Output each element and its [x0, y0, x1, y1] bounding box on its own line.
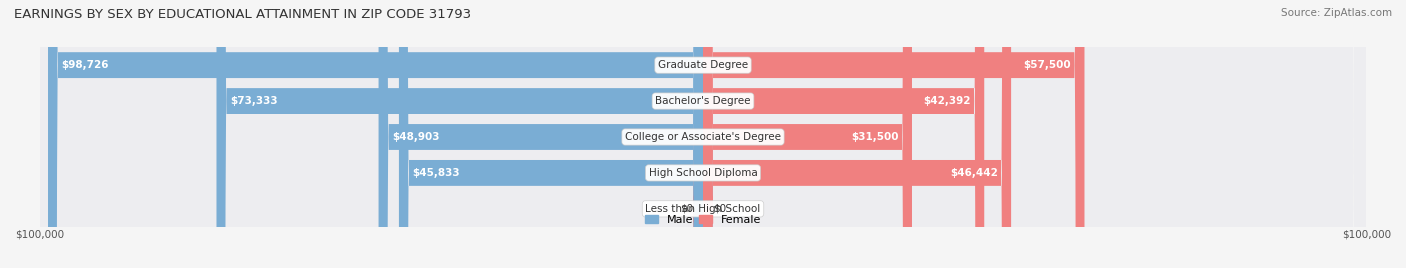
FancyBboxPatch shape — [39, 0, 1367, 268]
Text: Graduate Degree: Graduate Degree — [658, 60, 748, 70]
Legend: Male, Female: Male, Female — [644, 215, 762, 225]
FancyBboxPatch shape — [39, 0, 1367, 268]
Text: $73,333: $73,333 — [229, 96, 277, 106]
FancyBboxPatch shape — [703, 0, 912, 268]
Text: Less than High School: Less than High School — [645, 204, 761, 214]
FancyBboxPatch shape — [693, 0, 713, 268]
Text: $98,726: $98,726 — [62, 60, 108, 70]
FancyBboxPatch shape — [378, 0, 703, 268]
Text: $57,500: $57,500 — [1024, 60, 1071, 70]
FancyBboxPatch shape — [39, 0, 1367, 268]
Text: $0: $0 — [713, 204, 725, 214]
Text: $46,442: $46,442 — [950, 168, 998, 178]
FancyBboxPatch shape — [693, 0, 713, 268]
Text: EARNINGS BY SEX BY EDUCATIONAL ATTAINMENT IN ZIP CODE 31793: EARNINGS BY SEX BY EDUCATIONAL ATTAINMEN… — [14, 8, 471, 21]
FancyBboxPatch shape — [39, 0, 1367, 268]
Text: Bachelor's Degree: Bachelor's Degree — [655, 96, 751, 106]
Text: $31,500: $31,500 — [851, 132, 898, 142]
Text: $42,392: $42,392 — [924, 96, 972, 106]
FancyBboxPatch shape — [217, 0, 703, 268]
FancyBboxPatch shape — [48, 0, 703, 268]
FancyBboxPatch shape — [703, 0, 1011, 268]
Text: Source: ZipAtlas.com: Source: ZipAtlas.com — [1281, 8, 1392, 18]
Text: $0: $0 — [681, 204, 693, 214]
FancyBboxPatch shape — [703, 0, 984, 268]
Text: High School Diploma: High School Diploma — [648, 168, 758, 178]
Text: $48,903: $48,903 — [392, 132, 439, 142]
Text: $45,833: $45,833 — [412, 168, 460, 178]
FancyBboxPatch shape — [703, 0, 1084, 268]
Text: College or Associate's Degree: College or Associate's Degree — [626, 132, 780, 142]
FancyBboxPatch shape — [399, 0, 703, 268]
FancyBboxPatch shape — [39, 0, 1367, 268]
